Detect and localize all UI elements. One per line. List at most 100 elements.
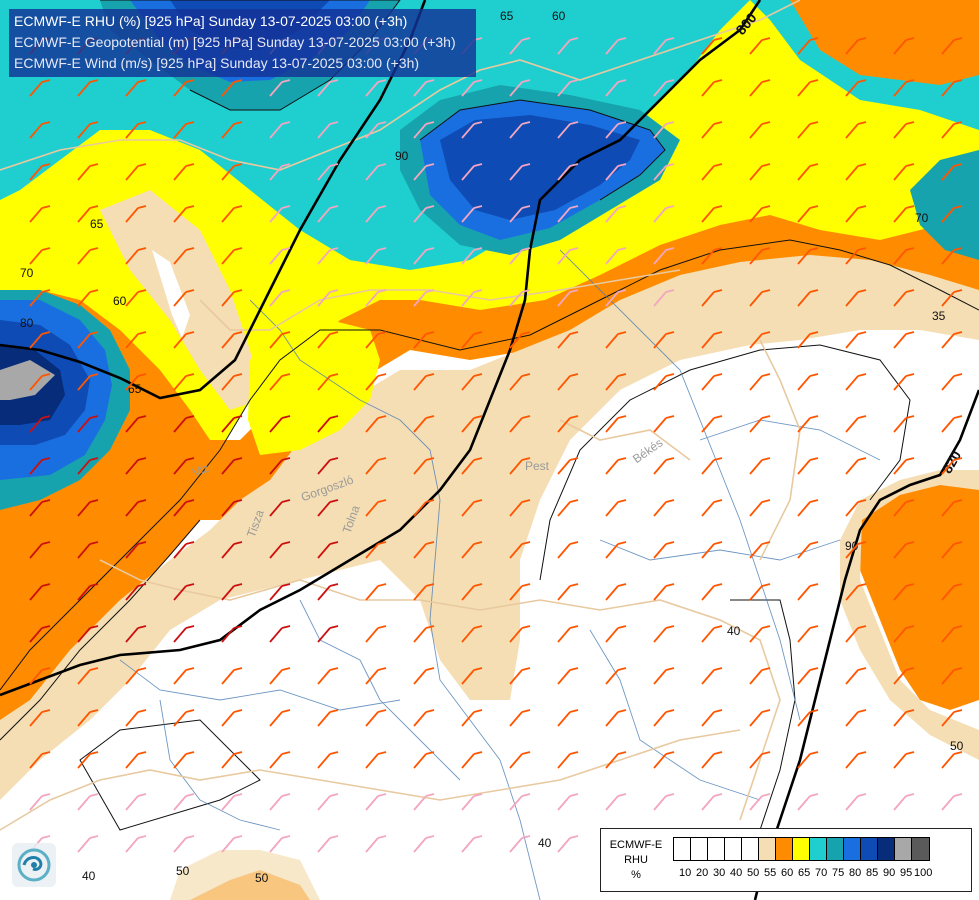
wind-barb-icon [365, 289, 387, 307]
wind-barb-icon [77, 835, 99, 853]
wind-barb-icon [29, 793, 51, 811]
wind-barb-icon [797, 457, 819, 475]
wind-barb-icon [125, 289, 147, 307]
wind-barb-icon [77, 457, 99, 475]
wind-barb-icon [29, 583, 51, 601]
wind-barb-icon [461, 457, 483, 475]
legend-tick-label: 60 [781, 867, 794, 879]
wind-barb-icon [125, 331, 147, 349]
wind-barb-icon [221, 289, 243, 307]
wind-barb-icon [125, 121, 147, 139]
wind-barb-icon [221, 793, 243, 811]
legend-title-model: ECMWF-E [609, 839, 663, 851]
wind-barb-icon [509, 205, 531, 223]
wind-barb-icon [461, 499, 483, 517]
wind-barb-icon [125, 415, 147, 433]
wind-barb-icon [173, 79, 195, 97]
wind-barb-icon [173, 205, 195, 223]
rhu-label: 40 [538, 836, 552, 850]
wind-barb-icon [845, 541, 867, 559]
wind-barb-icon [29, 331, 51, 349]
rivers-layer [119, 249, 881, 900]
wind-barb-icon [653, 499, 675, 517]
wind-barb-icon [797, 625, 819, 643]
wind-barb-icon [701, 709, 723, 727]
wind-barb-icon [269, 835, 291, 853]
wind-barb-icon [269, 751, 291, 769]
wind-barb-icon [365, 793, 387, 811]
wind-barb-icon [413, 373, 435, 391]
wind-barb-icon [29, 415, 51, 433]
wind-barb-icon [845, 289, 867, 307]
wind-barb-icon [29, 667, 51, 685]
wind-barb-icon [845, 415, 867, 433]
rhu-label: 50 [950, 739, 964, 753]
wind-barb-icon [605, 625, 627, 643]
wind-barb-icon [221, 541, 243, 559]
place-label: Pest [525, 459, 550, 473]
wind-barb-icon [893, 415, 915, 433]
ecmwf-logo-icon [12, 843, 56, 887]
wind-barb-icon [701, 79, 723, 97]
wind-barb-icon [605, 751, 627, 769]
wind-barb-icon [269, 583, 291, 601]
wind-barb-icon [653, 667, 675, 685]
wind-barb-icon [893, 37, 915, 55]
wind-barb-icon [365, 499, 387, 517]
wind-barb-icon [29, 709, 51, 727]
wind-barb-icon [269, 163, 291, 181]
wind-barb-icon [269, 247, 291, 265]
wind-barb-icon [365, 709, 387, 727]
rhu-label: 60 [552, 9, 566, 23]
wind-barb-icon [413, 163, 435, 181]
wind-barb-icon [893, 625, 915, 643]
wind-barb-icon [413, 541, 435, 559]
wind-barb-icon [653, 457, 675, 475]
wind-barb-icon [125, 583, 147, 601]
wind-barb-icon [317, 205, 339, 223]
wind-barb-icon [749, 163, 771, 181]
wind-barb-icon [461, 583, 483, 601]
wind-barb-icon [125, 541, 147, 559]
wind-barb-icon [557, 835, 579, 853]
wind-barb-icon [797, 373, 819, 391]
wind-barb-icon [653, 163, 675, 181]
wind-barb-icon [173, 667, 195, 685]
wind-barb-icon [749, 709, 771, 727]
wind-barb-icon [749, 499, 771, 517]
wind-barb-icon [269, 793, 291, 811]
wind-barb-icon [701, 289, 723, 307]
wind-barb-icon [557, 331, 579, 349]
wind-barb-icon [845, 37, 867, 55]
wind-barb-icon [77, 499, 99, 517]
legend-tick-label: 50 [747, 867, 760, 879]
wind-barb-icon [605, 79, 627, 97]
wind-barb-icon [509, 289, 531, 307]
wind-barb-icon [509, 79, 531, 97]
wind-barb-icon [557, 793, 579, 811]
wind-barb-icon [461, 289, 483, 307]
wind-barb-icon [125, 709, 147, 727]
wind-barb-icon [701, 415, 723, 433]
legend-tick-label: 80 [849, 867, 862, 879]
wind-barb-icon [941, 457, 963, 475]
wind-barb-icon [509, 415, 531, 433]
wind-barb-icon [893, 541, 915, 559]
wind-barb-icon [893, 793, 915, 811]
wind-barb-icon [797, 121, 819, 139]
wind-barb-icon [605, 37, 627, 55]
wind-barb-icon [605, 331, 627, 349]
wind-barb-icon [749, 751, 771, 769]
wind-barb-icon [29, 499, 51, 517]
legend-tick-label: 30 [713, 867, 726, 879]
wind-barb-icon [845, 625, 867, 643]
rhu-label: 50 [255, 871, 269, 885]
rhu-label: 65 [500, 9, 514, 23]
wind-barb-icon [941, 37, 963, 55]
wind-barb-icon [461, 667, 483, 685]
wind-barb-icon [317, 541, 339, 559]
legend-swatch [895, 838, 912, 860]
wind-barb-icon [365, 79, 387, 97]
